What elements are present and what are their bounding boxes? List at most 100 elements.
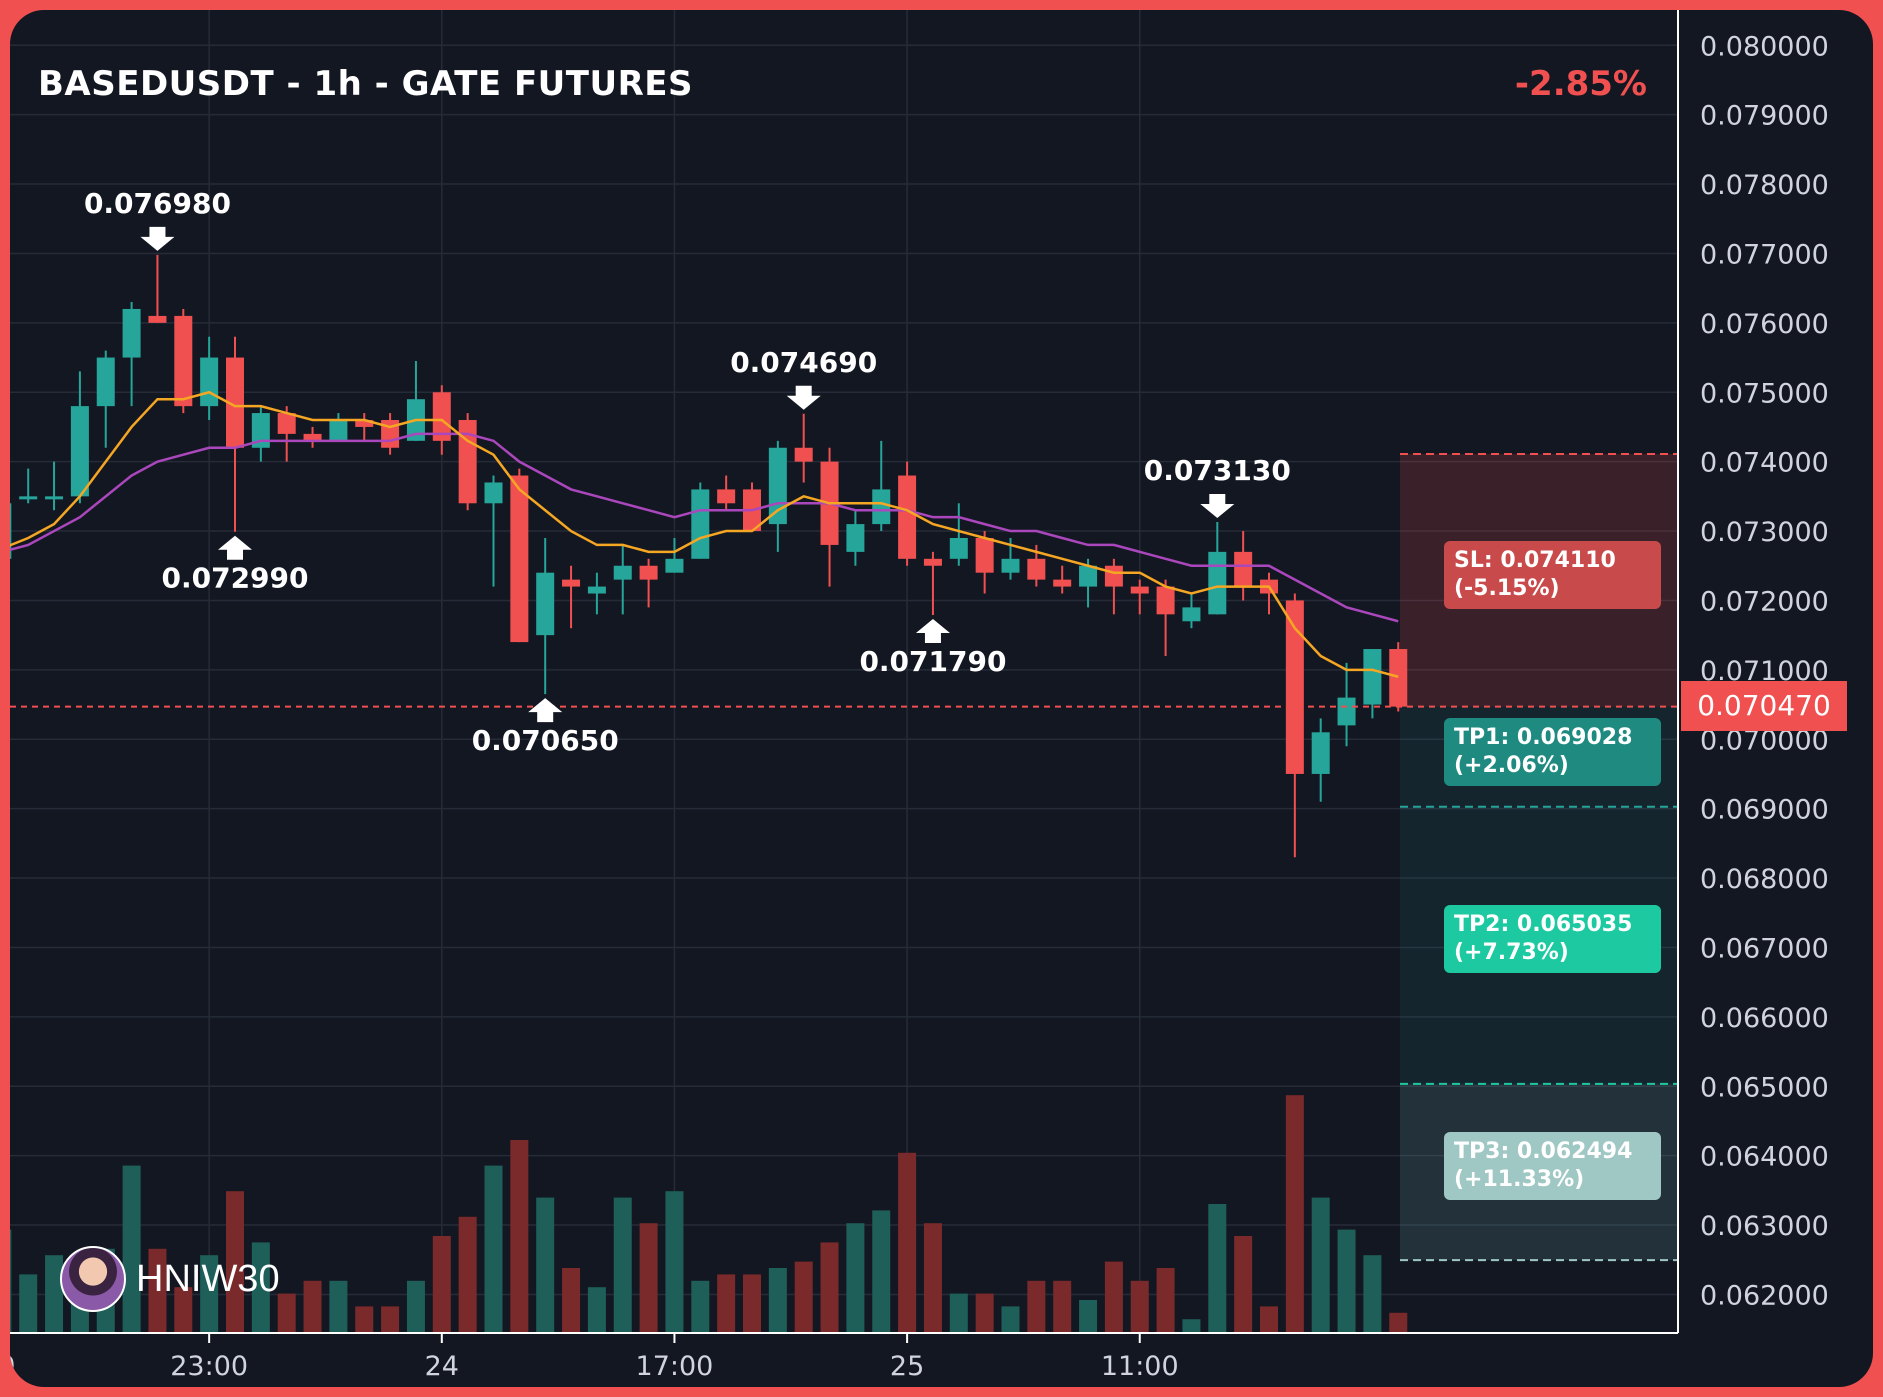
stop-loss-label: SL: 0.074110 (-5.15%) [1444, 541, 1661, 609]
volume-bar [510, 1140, 529, 1332]
candle-body [1311, 732, 1330, 774]
candle-body [200, 357, 219, 407]
y-tick-label: 0.065000 [1700, 1072, 1829, 1103]
volume-bar [1389, 1312, 1408, 1332]
y-tick-label: 0.069000 [1700, 795, 1829, 826]
volume-bar [1182, 1319, 1201, 1332]
down-arrow-icon [786, 385, 821, 410]
candle-body [1234, 551, 1253, 587]
volume-bar [355, 1306, 374, 1332]
x-tick-label: 23:00 [170, 1351, 248, 1382]
volume-bar [45, 1255, 64, 1332]
volume-bar [1027, 1280, 1046, 1332]
candle-body [277, 413, 296, 434]
volume-bar [1337, 1229, 1356, 1332]
volume-bar [1363, 1255, 1382, 1332]
candle-body [432, 392, 451, 441]
avatar-icon [60, 1246, 126, 1312]
volume-bar [1053, 1280, 1072, 1332]
y-tick-label: 0.073000 [1700, 517, 1829, 548]
candle-body [45, 496, 64, 500]
candle-body [1001, 558, 1020, 573]
candle-body [510, 475, 529, 643]
candle-body [1130, 586, 1149, 594]
volume-bar [768, 1268, 787, 1332]
candle-body [10, 503, 12, 559]
candle-body [898, 475, 917, 559]
volume-bar [277, 1293, 296, 1332]
down-arrow-icon [1200, 494, 1235, 519]
volume-bar [122, 1165, 141, 1332]
volume-bar [329, 1280, 348, 1332]
candle-body [665, 558, 684, 573]
x-tick-label: 24 [425, 1351, 459, 1382]
candle-body [1389, 649, 1408, 707]
candle-body [148, 315, 167, 323]
up-arrow-icon [528, 698, 563, 723]
y-tick-label: 0.078000 [1700, 170, 1829, 201]
y-tick-label: 0.079000 [1700, 101, 1829, 132]
take-profit-3-label: TP3: 0.062494 (+11.33%) [1444, 1132, 1661, 1200]
volume-bar [1285, 1095, 1304, 1332]
volume-bar [536, 1197, 555, 1332]
volume-bar [639, 1223, 658, 1332]
watermark-handle: HNIW30 [136, 1257, 280, 1300]
volume-bar [613, 1197, 632, 1332]
price-annotation: 0.070650 [472, 724, 619, 757]
candle-body [536, 572, 555, 636]
candle-body [1182, 607, 1201, 622]
volume-bar [1260, 1306, 1278, 1332]
volume-bar [1079, 1300, 1098, 1332]
candle-body [96, 357, 115, 407]
price-annotation: 0.073130 [1144, 454, 1291, 487]
ema-fast-line [10, 390, 1399, 678]
price-annotation: 0.072990 [161, 562, 308, 595]
candle-body [303, 433, 322, 441]
candle-body [794, 447, 813, 462]
volume-bar [226, 1191, 244, 1332]
volume-bar [303, 1280, 322, 1332]
price-change-percent: -2.85% [1514, 64, 1647, 104]
candle-body [923, 558, 942, 566]
volume-bar [872, 1210, 891, 1332]
candle-body [484, 482, 503, 504]
candle-body [1104, 565, 1123, 587]
candle-body [1208, 551, 1227, 615]
candle-body [329, 420, 348, 441]
volume-bar [1156, 1268, 1175, 1332]
volume-bar [846, 1223, 865, 1332]
candle-body [19, 496, 38, 500]
candle-body [1027, 558, 1046, 580]
take-profit-1-label: TP1: 0.069028 (+2.06%) [1444, 718, 1661, 786]
candle-body [1053, 579, 1072, 587]
volume-bar [406, 1280, 425, 1332]
x-tick-label: 25 [890, 1351, 924, 1382]
candle-body [562, 579, 581, 587]
volume-bar [1104, 1261, 1123, 1332]
chart-title: BASEDUSDT - 1h - GATE FUTURES [38, 64, 693, 104]
y-tick-label: 0.064000 [1700, 1142, 1829, 1173]
candle-body [691, 489, 710, 559]
volume-bar [251, 1242, 270, 1332]
volume-bar [1130, 1280, 1149, 1332]
up-arrow-icon [915, 619, 950, 644]
candle-body [1285, 600, 1304, 774]
volume-bar [562, 1268, 581, 1332]
volume-bar [587, 1287, 606, 1332]
candle-body [174, 315, 193, 407]
volume-bar [1208, 1204, 1227, 1332]
candle-body [458, 420, 477, 504]
candle-body [226, 357, 244, 448]
candle-body [1079, 565, 1098, 587]
volume-bar [10, 1229, 12, 1332]
up-arrow-icon [218, 535, 252, 560]
volume-bar [743, 1274, 761, 1332]
candle-body [613, 565, 632, 580]
candle-body [1156, 586, 1175, 615]
candle-body [587, 586, 606, 594]
candle-body [122, 308, 141, 358]
watermark: HNIW30 [60, 1246, 280, 1312]
price-annotation: 0.074690 [730, 346, 877, 379]
x-tick-label: 11:00 [1101, 1351, 1179, 1382]
candle-body [717, 489, 736, 504]
